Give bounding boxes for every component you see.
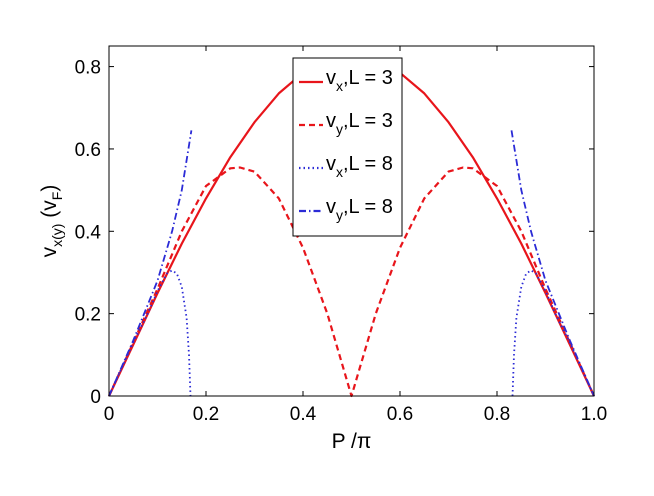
y-axis-label-main-sub: x(y) <box>49 224 65 247</box>
legend-label: vx,L = 8 <box>326 153 393 180</box>
legend-label: vy,L = 3 <box>326 110 393 137</box>
series-line-4 <box>108 130 595 397</box>
ticks-layer: 0 0.2 0.4 0.6 0.8 1.0 0 0.2 0.4 0.6 0.8 <box>75 46 607 425</box>
y-axis-label-unit-open: (v <box>38 200 61 224</box>
x-tick-label: 0.8 <box>484 404 510 425</box>
x-tick-label: 1.0 <box>581 404 607 425</box>
x-tick-label: 0 <box>104 404 115 425</box>
y-axis-label-main: v <box>38 246 61 257</box>
x-axis-label: P /π <box>332 430 372 453</box>
legend-label: vx,L = 3 <box>326 67 393 94</box>
y-tick-label: 0.4 <box>75 222 102 243</box>
y-axis-label-unit-sub: F <box>49 192 65 201</box>
y-axis-label-unit-close: ) <box>38 185 61 192</box>
x-tick-label: 0.4 <box>290 404 317 425</box>
y-tick-label: 0 <box>90 387 101 408</box>
y-tick-label: 0.8 <box>75 58 101 79</box>
y-tick-label: 0.6 <box>75 140 101 161</box>
plot-frame <box>108 45 595 397</box>
y-tick-label: 0.2 <box>75 305 101 326</box>
x-tick-label: 0.6 <box>387 404 413 425</box>
legend-label: vy,L = 8 <box>326 196 393 223</box>
x-tick-label: 0.2 <box>193 404 219 425</box>
legend-box <box>292 57 403 237</box>
y-axis-label: vx(y) (vF) <box>38 185 65 258</box>
legend: vx,L = 3 vy,L = 3 vx,L = 8 vy,L = 8 <box>292 57 403 237</box>
